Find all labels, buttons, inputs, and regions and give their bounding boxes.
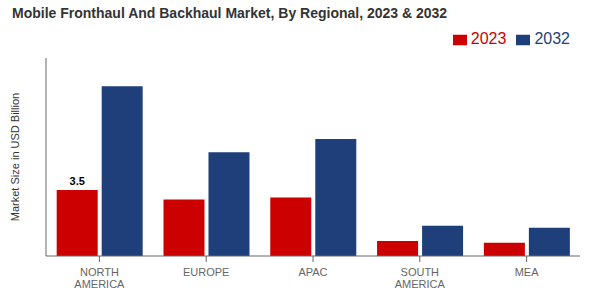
html-text:2023: 2023	[470, 30, 507, 47]
svg-text:APAC: APAC	[298, 266, 327, 278]
svg-text:Market Size in USD Billion: Market Size in USD Billion	[9, 93, 21, 221]
svg-text:3.5: 3.5	[70, 175, 85, 187]
svg-text:SOUTHAMERICA: SOUTHAMERICA	[395, 266, 446, 290]
html-text:2032: 2032	[534, 30, 570, 47]
svg-text:EUROPE: EUROPE	[183, 266, 229, 278]
html-text:Mobile Fronthaul And Backhaul: Mobile Fronthaul And Backhaul Market, By…	[12, 5, 448, 21]
svg-text:MEA: MEA	[515, 266, 540, 278]
svg-text:NORTHAMERICA: NORTHAMERICA	[74, 266, 125, 290]
